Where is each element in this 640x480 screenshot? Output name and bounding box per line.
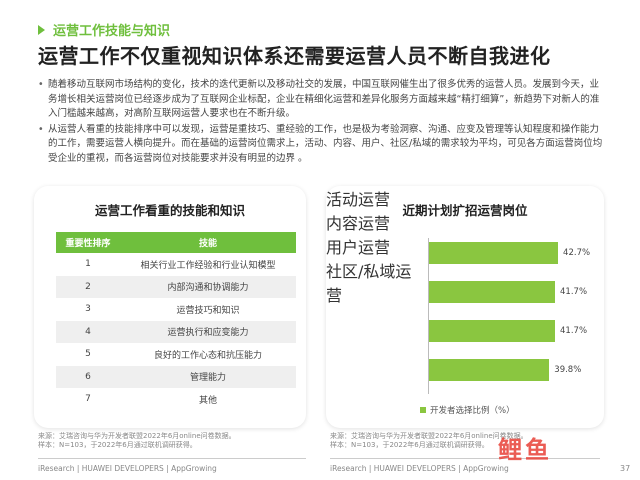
footer-credit: iResearch | HUAWEI DEVELOPERS | AppGrowi…: [38, 464, 217, 473]
bar-value-label: 39.8%: [554, 365, 582, 375]
bullet-item: 从运营人看重的技能排序中可以发现，运营是重技巧、重经验的工作，也是极为考验洞察、…: [38, 123, 608, 167]
bullet-item: 随着移动互联网市场结构的变化，技术的迭代更新以及移动社交的发展，中国互联网催生出…: [38, 78, 608, 122]
rank-cell: 2: [56, 275, 120, 298]
source-note-left: 来源：艾瑞咨询与华为开发者联盟2022年6月online问卷数据。 样本：N=1…: [38, 432, 236, 450]
table-row: 3 运营技巧和知识: [56, 298, 296, 321]
rank-cell: 4: [56, 320, 120, 343]
page-number: 37: [620, 464, 631, 473]
triangle-arrow-icon: [38, 24, 45, 35]
footer-credit: iResearch | HUAWEI DEVELOPERS | AppGrowi…: [330, 464, 509, 473]
column-header-rank: 重要性排序: [56, 232, 120, 253]
skills-card-title: 运营工作看重的技能和知识: [94, 203, 245, 218]
table-row: 6 管理能力: [56, 365, 296, 388]
footer-divider: [330, 458, 600, 459]
rank-cell: 1: [85, 259, 91, 270]
sample-line: 样本：N=103，于2022年6月通过联机调研获得。: [38, 441, 197, 449]
table-row: 4 运营执行和应变能力: [56, 320, 296, 343]
hiring-chart-title: 近期计划扩招运营岗位: [402, 203, 528, 218]
hiring-chart-card: 近期计划扩招运营岗位 活动运营 42.7% 内容运营 41.7% 用户运营 41.7% 社区…: [326, 186, 604, 428]
table-row: 1 相关行业工作经验和行业认知模型: [56, 253, 296, 276]
skill-cell: 内部沟通和协调能力: [120, 275, 296, 298]
bar: [429, 242, 559, 264]
source-line: 来源：艾瑞咨询与华为开发者联盟2022年6月online问卷数据。: [38, 432, 236, 440]
footer-divider: [38, 458, 306, 459]
bar-category-label: 活动运营: [326, 190, 391, 209]
skill-cell: 管理能力: [120, 365, 296, 388]
rank-cell: 6: [56, 365, 120, 388]
bar: [429, 320, 556, 342]
skill-cell: 相关行业工作经验和行业认知模型: [140, 260, 276, 271]
table-row: 2 内部沟通和协调能力: [56, 275, 296, 298]
watermark-logo: 鲤鱼: [498, 436, 552, 464]
skills-card: 运营工作看重的技能和知识 重要性排序 技能 1 相关行业工作经验和行业认知模型 2…: [34, 186, 306, 428]
page-title: 运营工作不仅重视知识体系还需要运营人员不断自我进化: [38, 44, 551, 68]
bar-value-label: 41.7%: [560, 326, 588, 336]
table-row: 7 其他: [56, 388, 296, 411]
skill-cell: 运营执行和应变能力: [120, 320, 296, 343]
rank-cell: 3: [85, 304, 91, 315]
bar-category-label: 社区/私域运营: [326, 262, 412, 305]
bar-value-label: 41.7%: [560, 287, 588, 297]
bar: [429, 359, 550, 381]
skills-table: 重要性排序 技能 1 相关行业工作经验和行业认知模型 2 内部沟通和协调能力 3 运营…: [56, 232, 296, 411]
rank-cell: 7: [85, 394, 91, 405]
skill-cell: 运营技巧和知识: [176, 305, 240, 316]
source-line: 来源：艾瑞咨询与华为开发者联盟2022年6月online问卷数据。: [330, 432, 528, 440]
table-header-row: 重要性排序 技能: [56, 232, 296, 253]
legend-label: 开发者选择比例（%）: [430, 406, 515, 416]
bar-category-label: 用户运营: [326, 238, 391, 257]
bar: [429, 281, 556, 303]
rank-cell: 5: [85, 349, 91, 360]
table-row: 5 良好的工作心态和抗压能力: [56, 343, 296, 366]
bar-value-label: 42.7%: [563, 248, 591, 258]
chart-legend: 开发者选择比例（%）: [420, 404, 515, 416]
legend-swatch: [420, 407, 426, 413]
section-label: 运营工作技能与知识: [53, 24, 171, 39]
skill-cell: 良好的工作心态和抗压能力: [153, 350, 262, 361]
source-note-right: 来源：艾瑞咨询与华为开发者联盟2022年6月online问卷数据。 样本：N=1…: [330, 432, 528, 450]
sample-line: 样本：N=103，于2022年6月通过联机调研获得。: [330, 441, 489, 449]
chart-axis-line: [428, 238, 429, 394]
bar-chart: 活动运营 42.7% 内容运营 41.7% 用户运营 41.7% 社区/私域运营 39.8%: [326, 186, 604, 428]
bar-category-label: 内容运营: [326, 214, 391, 233]
column-header-skill: 技能: [120, 232, 296, 253]
bullet-list: 随着移动互联网市场结构的变化，技术的迭代更新以及移动社交的发展，中国互联网催生出…: [38, 78, 608, 167]
section-tag: 运营工作技能与知识: [38, 20, 170, 39]
skill-cell: 其他: [198, 395, 217, 406]
